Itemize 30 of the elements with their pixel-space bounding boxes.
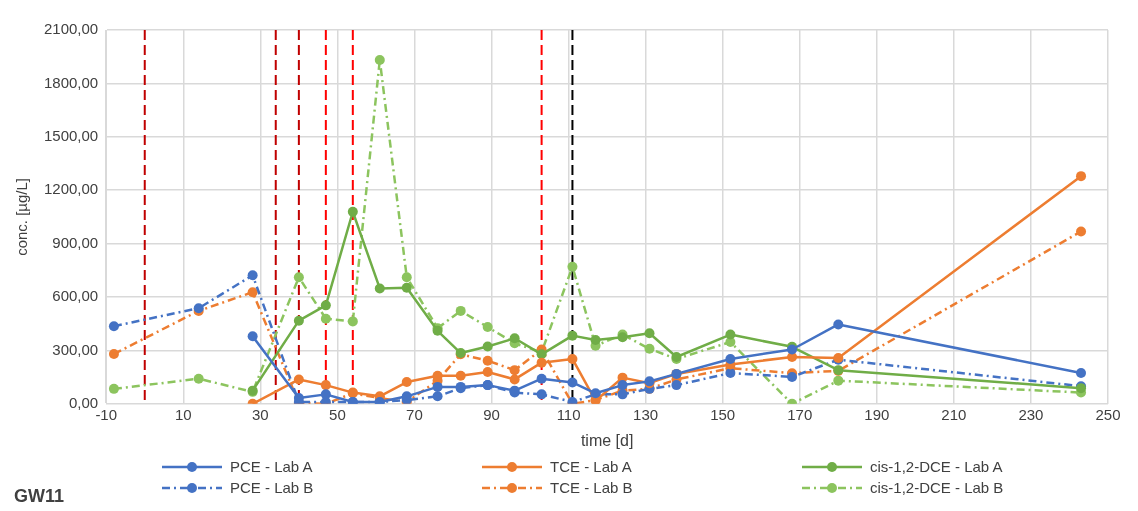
x-tick-label: 110 — [556, 405, 581, 423]
y-tick-label: 2100,00 — [43, 20, 99, 38]
x-tick-label: 70 — [406, 405, 423, 423]
y-tick-label: 900,00 — [52, 233, 99, 251]
x-tick-label: 30 — [252, 405, 269, 423]
legend-label: cis-1,2-DCE - Lab B — [870, 479, 1004, 496]
y-tick-label: 1800,00 — [43, 73, 99, 91]
y-tick-label: 300,00 — [52, 340, 99, 358]
x-tick-label: 170 — [787, 405, 813, 423]
x-tick-label: 210 — [941, 405, 967, 423]
y-tick-label: 1500,00 — [43, 126, 99, 144]
legend-label: cis-1,2-DCE - Lab A — [870, 458, 1003, 475]
x-tick-label: 230 — [1018, 405, 1044, 423]
x-tick-label: 190 — [864, 405, 890, 423]
text: GW11 — [14, 486, 65, 507]
x-tick-label: 130 — [633, 405, 659, 423]
legend-label: PCE - Lab A — [230, 458, 313, 475]
x-tick-label: 10 — [174, 405, 192, 423]
legend-label: TCE - Lab A — [550, 458, 632, 475]
x-tick-label: 90 — [483, 405, 500, 423]
x-axis-title: time [d] — [580, 431, 634, 449]
x-tick-label: 250 — [1095, 405, 1121, 423]
y-tick-label: 600,00 — [52, 287, 99, 305]
x-tick-label: 50 — [329, 405, 346, 423]
legend-label: PCE - Lab B — [230, 479, 314, 496]
x-tick-label: 150 — [710, 405, 736, 423]
y-tick-label: 0,00 — [69, 393, 99, 411]
y-axis-title: conc. [µg/L] — [13, 177, 31, 256]
y-tick-label: 1200,00 — [43, 180, 99, 198]
legend-label: TCE - Lab B — [550, 479, 633, 496]
